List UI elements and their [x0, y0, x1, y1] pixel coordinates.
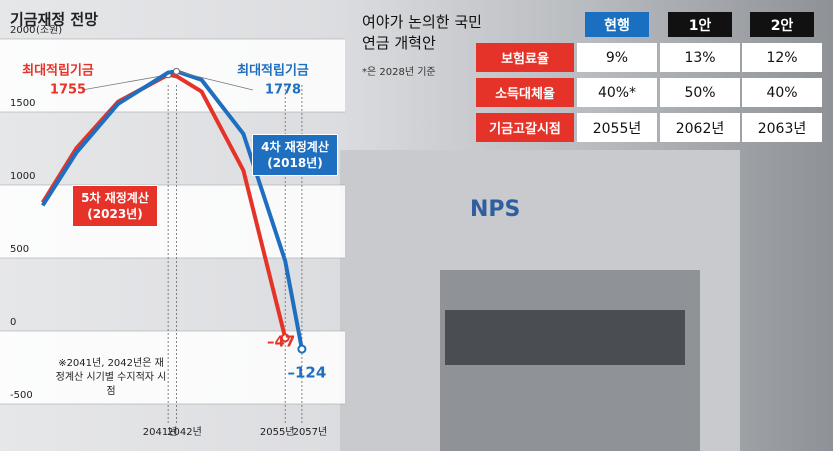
table-cell: 13%	[660, 43, 740, 72]
building-sign: NPS	[470, 197, 520, 222]
table-title: 여야가 논의한 국민연금 개혁안	[362, 13, 482, 52]
legend-label: 4차 재정계산 (2018년)	[252, 134, 338, 176]
legend-label: 5차 재정계산 (2023년)	[72, 185, 158, 227]
grid-band	[0, 331, 345, 404]
y-tick-label: 500	[10, 244, 29, 255]
chart-title: 기금재정 전망	[10, 11, 98, 29]
x-tick-label: 2042년	[167, 426, 202, 438]
y-tick-label: 1000	[10, 171, 35, 182]
x-tick-label: 2055년	[260, 426, 295, 438]
table-cell: 9%	[577, 43, 657, 72]
x-tick-label: 2041년	[143, 426, 178, 438]
peak-value: 1778	[265, 83, 301, 98]
series-line	[41, 72, 288, 339]
row-label: 기금고갈시점	[476, 113, 574, 142]
table-cell: 2062년	[660, 113, 740, 142]
peak-connector	[176, 71, 254, 91]
end-point	[297, 344, 307, 354]
table-cell: 40%*	[577, 78, 657, 107]
row-label: 보험료율	[476, 43, 574, 72]
column-header: 현행	[585, 12, 649, 37]
table-cell: 2063년	[742, 113, 822, 142]
footnote: ※2041년, 2042년은 재정계산 시기별 수지적자 시점	[55, 358, 167, 397]
end-point	[280, 333, 290, 343]
y-axis-unit: (조원)	[36, 24, 62, 36]
peak-point	[173, 67, 180, 75]
table-cell: 12%	[742, 43, 822, 72]
entrance-canopy	[445, 310, 685, 365]
table-cell: 50%	[660, 78, 740, 107]
peak-title: 최대적립기금	[237, 63, 309, 79]
peak-value: 1755	[50, 83, 86, 98]
peak-connector	[81, 74, 169, 91]
table-cell: 40%	[742, 78, 822, 107]
peak-title: 최대적립기금	[22, 63, 94, 79]
column-header: 1안	[668, 12, 732, 37]
y-tick-label: -500	[10, 390, 33, 401]
row-label: 소득대체율	[476, 78, 574, 107]
value-label: –47	[267, 332, 295, 350]
grid-band	[0, 185, 345, 258]
column-header: 2안	[750, 12, 814, 37]
x-tick-label: 2057년	[293, 426, 328, 438]
table-note: *은 2028년 기준	[362, 67, 436, 78]
y-tick-label: 1500	[10, 98, 35, 109]
y-tick-label: 0	[10, 317, 16, 328]
value-label: –124	[288, 364, 327, 382]
table-cell: 2055년	[577, 113, 657, 142]
y-tick-label: 2000	[10, 25, 35, 36]
